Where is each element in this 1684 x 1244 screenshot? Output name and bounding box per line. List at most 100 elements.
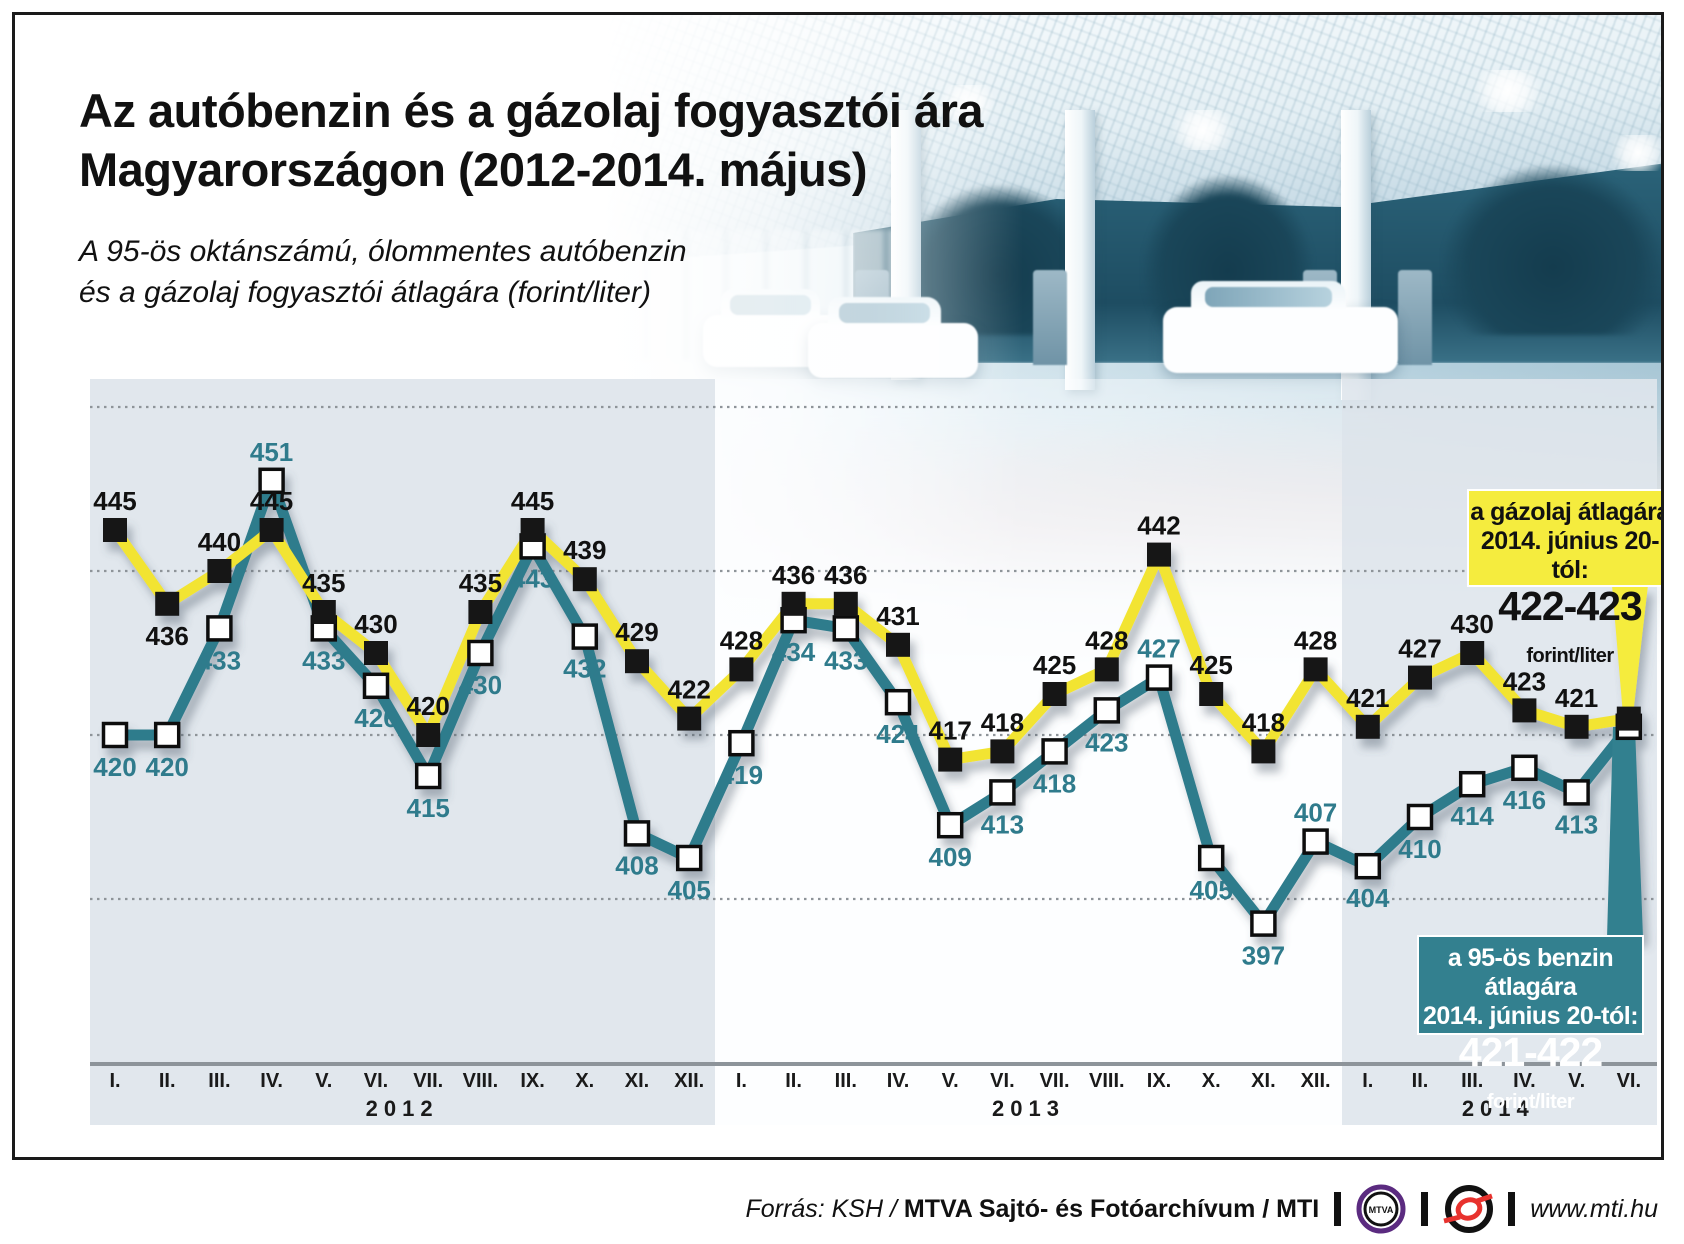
petrol-marker-24 <box>1354 852 1382 880</box>
source-credit: Forrás: KSH / MTVA Sajtó- és Fotóarchívu… <box>746 1195 1320 1224</box>
value-label: 418 <box>981 707 1024 737</box>
light-glint <box>1603 135 1661 171</box>
petrol-marker-17 <box>989 779 1016 806</box>
month-label: XI. <box>625 1070 649 1092</box>
value-label: 422 <box>668 675 711 705</box>
subtitle-line-1: A 95-ös oktánszámú, ólommentes autóbenzi… <box>79 235 687 268</box>
month-label: VII. <box>413 1070 443 1092</box>
diesel-marker-5 <box>364 641 388 665</box>
value-label: 431 <box>876 601 919 631</box>
petrol-marker-9 <box>571 623 599 650</box>
value-label: 436 <box>772 560 815 590</box>
diesel-callout-value: 422-423 forint/liter <box>1469 583 1661 677</box>
month-label: II. <box>785 1070 802 1092</box>
value-label: 397 <box>1242 941 1285 971</box>
source-organisations: MTVA Sajtó- és Fotóarchívum / MTI <box>903 1194 1320 1223</box>
diesel-callout-text: a gázolaj átlagára <box>1470 498 1664 526</box>
petrol-marker-27 <box>1511 754 1538 782</box>
month-label: VIII. <box>463 1070 499 1092</box>
petrol-marker-19 <box>1093 697 1121 724</box>
value-label: 409 <box>929 842 972 872</box>
month-label: I. <box>736 1070 747 1092</box>
diesel-marker-9 <box>572 567 597 592</box>
mtva-logo-icon: MTVA <box>1356 1184 1406 1234</box>
value-label: 443 <box>511 563 554 593</box>
month-label: II. <box>1412 1070 1429 1092</box>
separator-bar <box>1334 1192 1342 1226</box>
value-label: 424 <box>876 719 920 749</box>
value-label: 432 <box>563 654 606 684</box>
value-label: 433 <box>198 645 241 675</box>
value-label: 415 <box>407 793 450 823</box>
value-label: 430 <box>459 670 502 700</box>
value-label: 414 <box>1451 801 1495 831</box>
petrol-marker-23 <box>1302 828 1329 855</box>
diesel-callout-tail <box>1612 585 1648 715</box>
diesel-marker-4 <box>311 600 336 624</box>
value-label: 445 <box>93 486 136 516</box>
content-frame: Az autóbenzin és a gázolaj fogyasztói ár… <box>12 12 1664 1160</box>
petrol-marker-15 <box>884 688 912 716</box>
petrol-marker-12 <box>728 729 755 757</box>
month-label: V. <box>1568 1070 1585 1092</box>
diesel-marker-24 <box>1355 714 1380 739</box>
diesel-value: 422-423 <box>1498 583 1642 629</box>
title-line-1: Az autóbenzin és a gázolaj fogyasztói ár… <box>79 84 984 137</box>
value-label: 405 <box>668 875 711 905</box>
value-label: 428 <box>1085 625 1128 655</box>
petrol-marker-20 <box>1145 664 1173 691</box>
value-label: 416 <box>1503 785 1546 815</box>
value-label: 420 <box>146 752 189 782</box>
petrol-marker-22 <box>1250 910 1277 937</box>
petrol-callout-tail <box>1607 727 1643 938</box>
petrol-marker-5 <box>362 672 390 700</box>
page-subtitle: A 95-ös oktánszámú, ólommentes autóbenzi… <box>79 231 687 313</box>
month-label: VI. <box>990 1070 1014 1092</box>
value-label: 435 <box>302 568 345 598</box>
month-label: I. <box>109 1070 120 1092</box>
year-label-2012: 2012 <box>366 1096 439 1121</box>
diesel-marker-17 <box>990 739 1015 764</box>
value-label: 440 <box>198 527 241 557</box>
title-line-2: Magyarországon (2012-2014. május) <box>79 143 868 196</box>
svg-text:MTVA: MTVA <box>1369 1205 1394 1215</box>
diesel-marker-15 <box>886 632 910 657</box>
diesel-marker-10 <box>625 649 649 674</box>
value-label: 417 <box>929 716 972 746</box>
diesel-marker-13 <box>781 591 806 616</box>
value-label: 445 <box>511 486 554 516</box>
month-label: III. <box>208 1070 230 1092</box>
month-label: V. <box>942 1070 959 1092</box>
series-group <box>101 467 1648 938</box>
petrol-marker-7 <box>467 639 494 667</box>
value-label: 413 <box>981 809 1024 839</box>
diesel-marker-11 <box>677 706 702 731</box>
diesel-marker-23 <box>1303 657 1328 682</box>
month-label: X. <box>575 1070 594 1092</box>
petrol-marker-18 <box>1041 738 1068 765</box>
canopy-pillar <box>1065 110 1095 390</box>
value-label: 427 <box>1398 634 1441 664</box>
petrol-marker-28 <box>1563 779 1590 806</box>
value-label: 418 <box>1033 768 1076 798</box>
month-label: VI. <box>364 1070 388 1092</box>
diesel-marker-3 <box>259 518 284 542</box>
value-label: 420 <box>93 752 136 782</box>
petrol-callout-text: a 95-ös benzin átlagára <box>1447 944 1614 1001</box>
month-label: I. <box>1362 1070 1373 1092</box>
petrol-marker-1 <box>153 721 181 749</box>
petrol-marker-0 <box>101 721 129 749</box>
value-label: 405 <box>1190 875 1233 905</box>
petrol-callout-value: 421-422 forint/liter <box>1419 1031 1642 1123</box>
petrol-marker-14 <box>832 615 860 642</box>
petrol-marker-25 <box>1406 803 1434 831</box>
value-label: 423 <box>1503 666 1546 696</box>
light-glint <box>1163 110 1243 150</box>
month-label: IV. <box>1513 1070 1536 1092</box>
value-label: 425 <box>1033 650 1076 680</box>
value-label: 404 <box>1346 883 1390 913</box>
band-2013 <box>715 379 1342 1125</box>
website-link[interactable]: www.mti.hu <box>1530 1194 1658 1223</box>
diesel-marker-22 <box>1251 739 1276 764</box>
diesel-price-callout: a gázolaj átlagára 2014. június 20-tól: … <box>1467 489 1664 667</box>
